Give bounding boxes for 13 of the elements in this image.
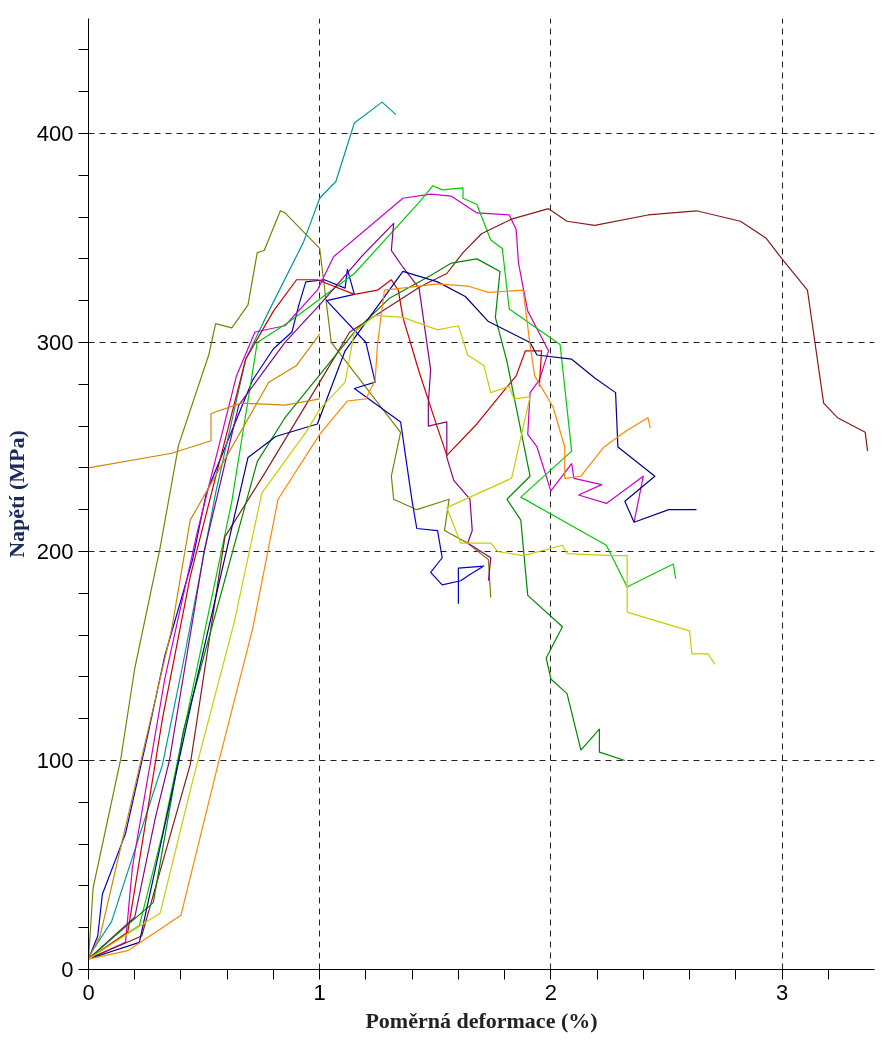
y-tick-label: 200: [36, 538, 74, 564]
x-tick-label: 1: [313, 979, 326, 1005]
x-tick-label: 0: [82, 979, 95, 1005]
line-series: [88, 333, 321, 960]
y-axis-title: Napětí (MPa): [3, 430, 29, 558]
y-tick-label: 300: [36, 329, 74, 355]
y-tick-label: 100: [36, 747, 74, 773]
x-axis-title: Poměrná deformace (%): [365, 1007, 598, 1033]
y-tick-label: 400: [36, 120, 74, 146]
x-tick-label: 3: [775, 979, 789, 1005]
x-tick-label: 2: [544, 979, 557, 1005]
line-series: [88, 101, 397, 958]
y-tick-label: 0: [61, 957, 74, 982]
